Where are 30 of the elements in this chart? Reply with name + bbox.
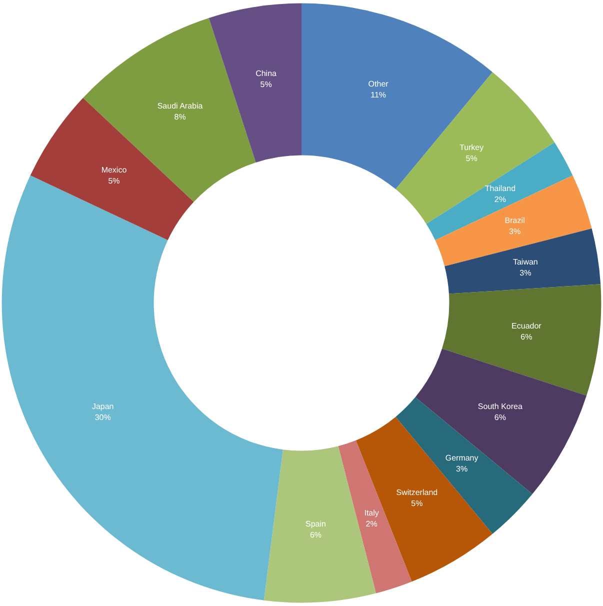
data-label: 3% [456, 464, 468, 474]
slice-label: Taiwan [512, 258, 538, 267]
slice-label: Germany [445, 453, 478, 462]
data-label: 11% [370, 90, 386, 100]
data-label: 3% [509, 227, 521, 236]
slice-label: China [256, 69, 278, 78]
slice-label: Japan [92, 402, 114, 412]
slice-label: Saudi Arabia [157, 102, 204, 111]
slice-label: Brazil [504, 216, 526, 226]
slice-label: Mexico [101, 166, 128, 175]
data-label: 5% [411, 499, 423, 508]
data-label: 5% [466, 154, 478, 164]
data-label: 6% [310, 530, 322, 540]
data-label: 8% [174, 112, 186, 122]
data-label: 5% [108, 176, 120, 186]
slice-label: Spain [306, 519, 326, 528]
slice-label: Thailand [484, 184, 516, 193]
slice-label: Ecuador [512, 321, 542, 330]
data-label: 6% [494, 413, 506, 422]
data-label: 30% [94, 413, 111, 422]
slice-label: Switzerland [396, 488, 438, 498]
slice-label: Other [368, 80, 389, 89]
data-label: 2% [366, 520, 378, 529]
data-label: 5% [260, 80, 272, 90]
slice-label: Italy [364, 508, 379, 518]
slice-label: South Korea [478, 402, 523, 412]
slice-label: Turkey [459, 143, 484, 152]
data-label: 3% [520, 268, 532, 278]
data-label: 6% [520, 332, 532, 342]
data-label: 2% [494, 194, 506, 204]
